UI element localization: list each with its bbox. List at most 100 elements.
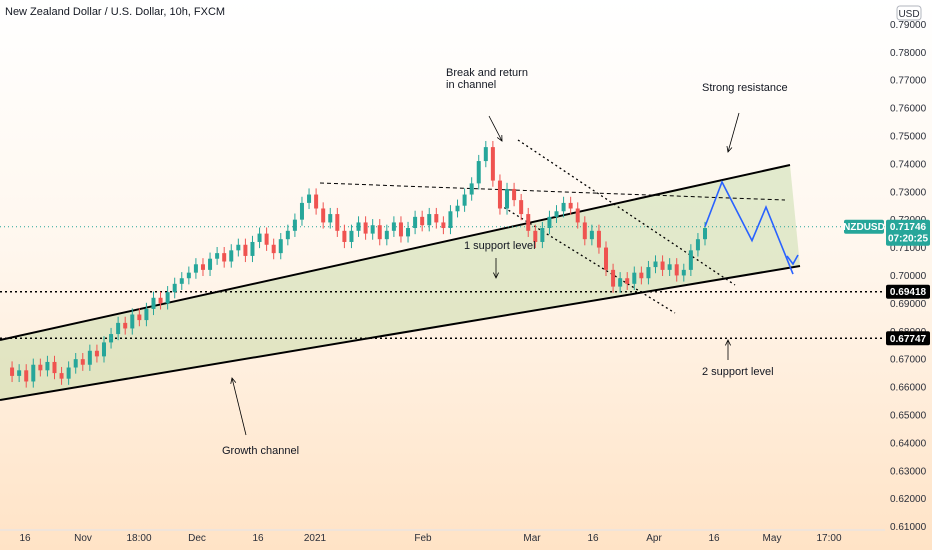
candle-body [377,225,382,240]
candle-body [278,239,283,254]
candle-body [328,214,333,223]
candle-body [398,222,403,237]
candle-body [116,322,121,335]
candle-body [80,359,85,365]
candle-body [271,244,276,254]
annotation-growth-channel: Growth channel [222,445,299,457]
candle-body [292,219,297,231]
candle-body [137,314,142,321]
candle-body [17,370,22,376]
y-tick-label: 0.79000 [890,20,927,31]
support2-arrow-head [725,339,731,346]
downtrend-line-lower[interactable] [499,204,676,314]
candle-body [236,244,241,251]
candle-body [363,222,368,234]
candle-body [299,202,304,220]
candle-body [632,272,637,284]
symbol-badge-bg [844,219,884,234]
candle-body [596,230,601,248]
y-tick-label: 0.62000 [890,494,927,505]
y-tick-label: 0.70000 [890,271,927,282]
channel-lower-line[interactable] [0,265,801,401]
candle-body [307,194,312,203]
candle-body [87,350,92,365]
downtrend-line-upper[interactable] [517,139,736,286]
candle-body [222,253,227,262]
candle-body [257,233,262,242]
candle-body [73,359,78,368]
candle-body [540,228,545,242]
y-tick-label: 0.77000 [890,76,927,87]
break-return-arrow [488,115,503,142]
candle-body [384,230,389,240]
candle-body [229,250,234,262]
current-price-label: 0.71746 [890,222,927,233]
candle-body [101,342,106,357]
candle-body [179,278,184,284]
strong-resistance-arrow-head [726,146,733,153]
growth-channel-arrow-head [230,377,237,384]
candle-body [285,230,290,240]
candle-body [59,373,64,379]
candle-body [519,200,524,215]
candle-body [250,241,255,256]
projection-arrowhead [786,254,799,266]
y-tick-label: 0.69000 [890,299,927,310]
candle-body [52,361,57,374]
range-top-line[interactable] [319,182,786,201]
candle-body [653,261,658,268]
candle-body [448,211,453,229]
current-price-bg [886,219,930,246]
candle-body [497,180,502,209]
x-tick-label: 16 [19,533,31,544]
candle-body [264,233,269,245]
candle-body [625,278,630,284]
candle-body [31,364,36,382]
candle-body [688,250,693,270]
candle-body [165,292,170,304]
candle-body [505,188,510,209]
candle-body [427,214,432,226]
channel-upper-line[interactable] [0,164,791,341]
candle-body [144,308,149,321]
candle-body [200,264,205,270]
projection-path[interactable] [704,180,794,275]
y-tick-label: 0.75000 [890,131,927,142]
annotation-break-return: Break and return [446,67,528,79]
x-tick-label: 16 [587,533,599,544]
level-label-2-bg [886,331,930,346]
candle-body [526,214,531,231]
candle-body [391,222,396,231]
candle-body [604,247,609,270]
candle-body [455,205,460,212]
currency-button[interactable] [896,5,922,21]
candle-body [533,230,538,242]
candle-body [151,297,156,309]
candle-body [208,258,213,270]
candle-body [321,208,326,223]
countdown-label: 07:20:25 [888,234,928,245]
candle-body [215,253,220,259]
channel-fill [0,165,800,400]
candle-body [420,216,425,226]
annotation-break-return-2: in channel [446,79,496,91]
candle-body [469,183,474,195]
candle-body [575,208,580,223]
y-tick-label: 0.63000 [890,466,927,477]
candle-body [243,244,248,256]
candle-body [193,264,198,273]
candle-body [554,211,559,217]
candle-body [10,367,15,376]
candle-body [94,350,99,357]
growth-channel-arrow [231,377,247,436]
y-tick-label: 0.76000 [890,104,927,115]
candle-body [413,216,418,229]
candle-body [24,370,29,382]
annotation-support-2: 2 support level [702,366,774,378]
y-tick-label: 0.71000 [890,243,927,254]
candle-body [618,278,623,287]
y-tick-label: 0.64000 [890,438,927,449]
x-tick-label: May [763,533,782,544]
